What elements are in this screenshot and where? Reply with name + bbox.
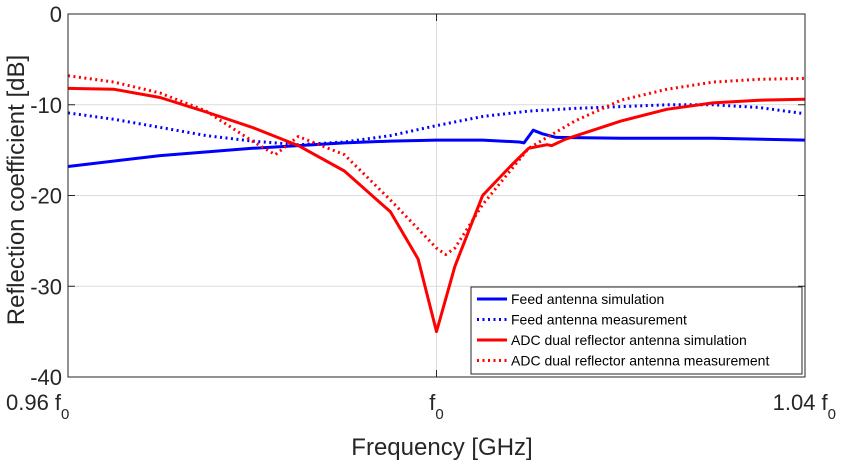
x-tick-label: f0	[429, 390, 443, 423]
x-tick-label-main: 1.04 f	[773, 390, 829, 415]
series-line-3	[67, 86, 806, 334]
series-line-4	[67, 74, 806, 256]
x-tick-label-main: 0.96 f	[6, 390, 62, 415]
axis-ticks	[67, 13, 806, 378]
legend-label: ADC dual reflector antenna measurement	[511, 353, 769, 369]
y-tick-label: -30	[30, 274, 62, 299]
y-tick-label: 0	[50, 2, 62, 27]
y-tick-label: -40	[30, 365, 62, 390]
legend-label: Feed antenna measurement	[511, 312, 687, 328]
legend-box	[470, 286, 803, 375]
x-tick-label-main: f	[429, 390, 436, 415]
y-axis-title: Reflection coefficient [dB]	[3, 55, 30, 325]
x-axis-title: Frequency [GHz]	[351, 434, 532, 461]
y-tick-label: -20	[30, 184, 62, 209]
series-layer	[67, 74, 806, 334]
legend-label: Feed antenna simulation	[511, 291, 664, 307]
y-tick-label: -10	[30, 93, 62, 118]
tick-labels: 0-10-20-30-400.96 f0 f0 1.04 f0	[6, 2, 836, 423]
legend-label: ADC dual reflector antenna simulation	[511, 332, 747, 348]
x-tick-label-subscript: 0	[828, 406, 836, 423]
series-line-1	[67, 128, 806, 168]
x-tick-label-subscript: 0	[435, 406, 443, 423]
x-tick-label: 1.04 f0	[773, 390, 836, 423]
x-tick-label: 0.96 f0	[6, 390, 69, 423]
x-tick-label-subscript: 0	[61, 406, 69, 423]
legend: Feed antenna simulation Feed antenna meas…	[470, 286, 803, 375]
